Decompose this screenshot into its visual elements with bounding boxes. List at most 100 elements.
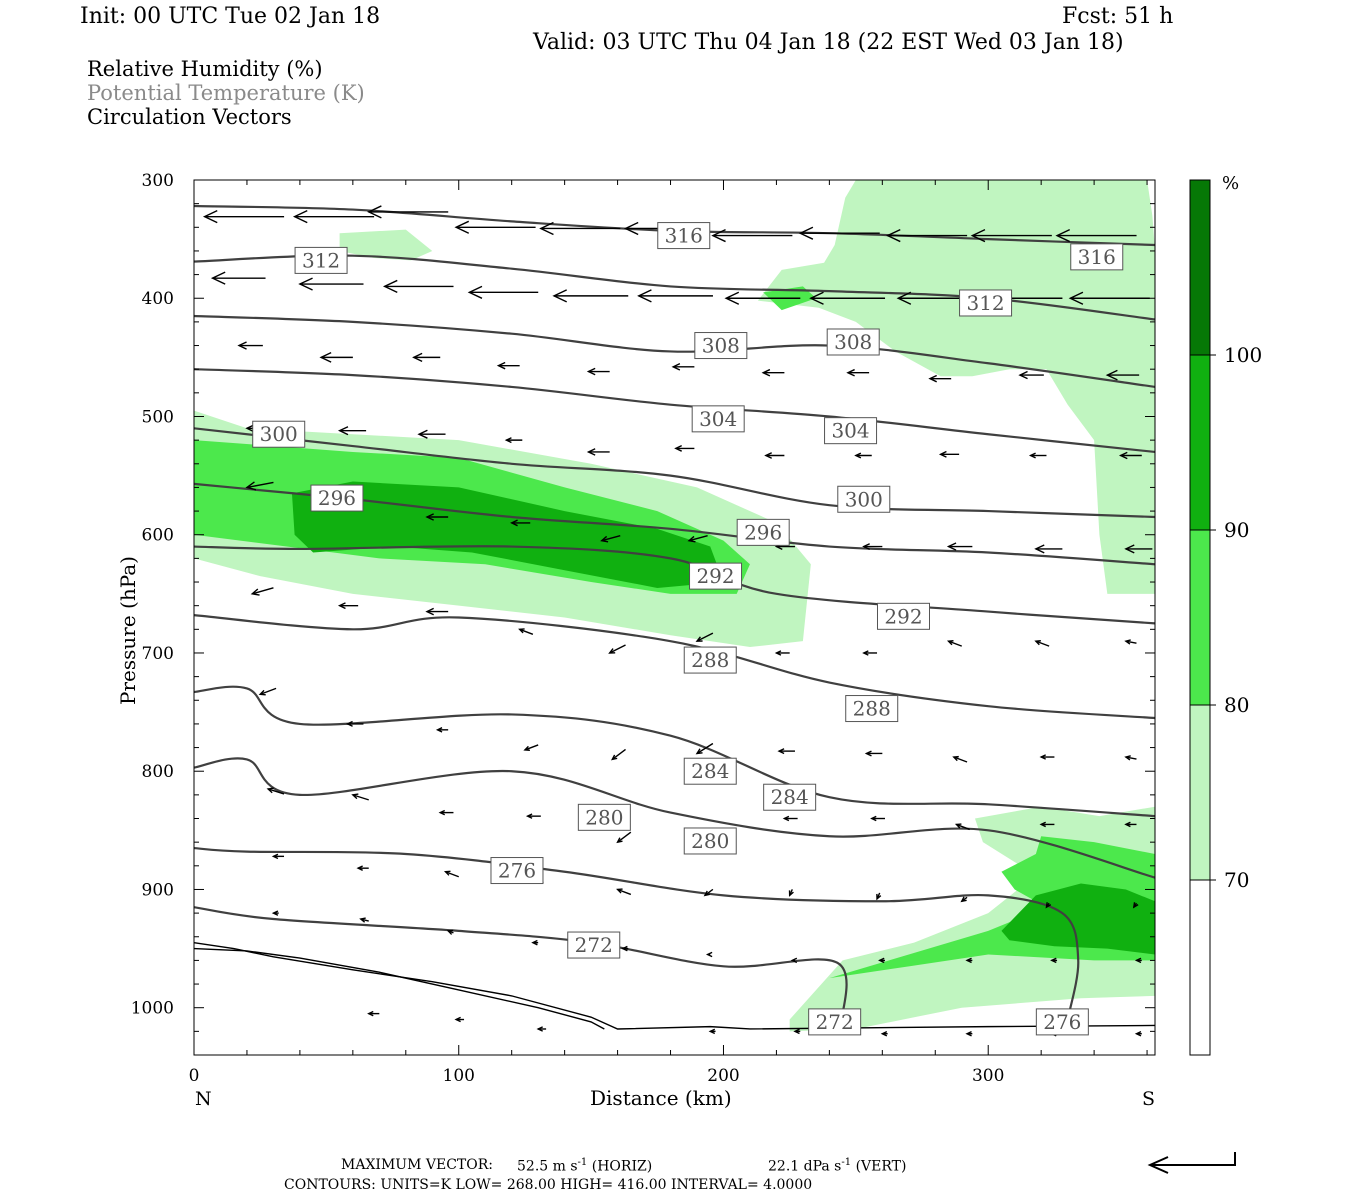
circulation-vector xyxy=(1134,957,1142,964)
legend-relative-humidity: Relative Humidity (%) xyxy=(87,57,323,81)
circulation-vector xyxy=(687,534,708,543)
contour-label-text: 288 xyxy=(853,697,891,721)
contour-label: 292 xyxy=(876,602,930,630)
circulation-vector xyxy=(356,865,369,871)
contour-label-text: 280 xyxy=(691,829,729,853)
theta-contour-272 xyxy=(194,906,848,1030)
contour-label-layer: 316 316 312 312 308 308 304 304 300 300 296 296 292 2… xyxy=(252,222,1124,1036)
vertical-tag: (VERT) xyxy=(855,1158,907,1175)
contour-label: 304 xyxy=(691,405,745,433)
circulation-vector xyxy=(1124,821,1137,828)
circulation-vector xyxy=(724,291,801,305)
circulation-vector xyxy=(695,632,714,642)
contour-label: 292 xyxy=(689,562,743,590)
circulation-vector xyxy=(637,289,713,303)
contour-label: 272 xyxy=(808,1008,862,1036)
circulation-vector xyxy=(954,823,970,831)
legend-circulation-vectors: Circulation Vectors xyxy=(87,105,292,129)
circulation-vector xyxy=(952,755,968,763)
circulation-vector xyxy=(846,368,870,377)
circulation-vector xyxy=(250,587,274,596)
circulation-vector xyxy=(761,368,785,377)
humidity-region-70 xyxy=(339,229,433,261)
colorbar-level-label: 80 xyxy=(1224,693,1249,717)
x-tick-label: 300 xyxy=(972,1066,1004,1086)
max-vector-horizontal-value: 52.5 m s xyxy=(517,1158,578,1175)
circulation-vector xyxy=(443,870,459,878)
circulation-vector xyxy=(531,939,539,946)
contour-label-text: 292 xyxy=(696,564,734,588)
circulation-vector xyxy=(552,289,629,303)
circulation-vector xyxy=(1045,902,1052,909)
circulation-vector xyxy=(1124,755,1137,761)
circulation-vector xyxy=(496,361,520,370)
circulation-vector xyxy=(586,448,610,456)
contour-label-text: 304 xyxy=(831,419,869,443)
contour-label-text: 284 xyxy=(771,785,809,809)
contour-label-text: 316 xyxy=(1078,245,1116,269)
contour-label-text: 284 xyxy=(691,759,729,783)
circulation-vector xyxy=(202,210,285,224)
horizontal-tag: (HORIZ) xyxy=(591,1158,653,1175)
y-tick-label: 1000 xyxy=(131,999,174,1019)
circulation-vector xyxy=(970,228,1052,243)
colorbar-swatch xyxy=(1190,705,1210,880)
contour-label-text: 312 xyxy=(966,291,1004,315)
circulation-vector xyxy=(523,744,539,752)
terrain-line xyxy=(194,941,1155,1030)
circulation-vector xyxy=(337,602,359,610)
terrain-line xyxy=(194,947,605,1030)
circulation-vector xyxy=(446,929,454,935)
y-axis-label: Pressure (hPa) xyxy=(116,556,140,705)
circulation-vector xyxy=(608,644,626,654)
circulation-vector xyxy=(960,896,968,903)
contour-label: 312 xyxy=(959,289,1013,317)
contour-label-text: 280 xyxy=(585,805,623,829)
contour-label-text: 308 xyxy=(834,330,872,354)
circulation-vector xyxy=(510,519,531,527)
legend-potential-temperature: Potential Temperature (K) xyxy=(87,81,365,105)
circulation-vector xyxy=(788,889,794,897)
circulation-vector xyxy=(782,815,798,822)
circulation-vector xyxy=(425,607,449,616)
colorbar-swatch xyxy=(1190,880,1210,1055)
reference-vector-icon xyxy=(1147,1152,1236,1174)
circulation-vector xyxy=(525,813,541,819)
horizontal-unit-exponent: -1 xyxy=(577,1157,588,1168)
circulation-vector xyxy=(1018,370,1044,380)
x-tick-label: 200 xyxy=(707,1066,739,1086)
contour-label-text: 300 xyxy=(260,422,298,446)
contour-label: 284 xyxy=(763,783,817,811)
circulation-vector xyxy=(777,748,795,755)
circulation-vector xyxy=(258,687,277,696)
circulation-vector xyxy=(504,437,523,444)
contour-label-text: 296 xyxy=(744,520,782,544)
circulation-vector xyxy=(965,1030,973,1037)
max-vector-vertical-value: 22.1 dPa s xyxy=(768,1158,842,1175)
contour-label-text: 276 xyxy=(498,859,536,883)
colorbar-swatch xyxy=(1190,180,1210,355)
circulation-vector xyxy=(878,957,885,964)
circulation-vector xyxy=(938,450,960,458)
valid-time: Valid: 03 UTC Thu 04 Jan 18 (22 EST Wed … xyxy=(533,30,1124,55)
humidity-region-70 xyxy=(757,180,1155,594)
circulation-vector xyxy=(616,831,632,844)
circulation-vector xyxy=(876,892,882,901)
contour-label: 280 xyxy=(683,827,737,855)
circulation-vector xyxy=(1039,754,1055,760)
x-tick-label: 100 xyxy=(443,1066,475,1086)
circulation-vector xyxy=(210,271,266,285)
circulation-vector xyxy=(965,957,973,964)
x-axis-left-end-label: N xyxy=(195,1088,212,1110)
circulation-vector xyxy=(1055,228,1137,243)
contour-label-text: 308 xyxy=(702,334,740,358)
vertical-unit-exponent: -1 xyxy=(841,1157,852,1168)
colorbar: 100 90 80 70 xyxy=(1189,179,1262,1056)
contour-label: 276 xyxy=(490,857,544,885)
contour-label: 308 xyxy=(826,328,880,356)
circulation-vector xyxy=(610,748,626,761)
y-tick-label: 800 xyxy=(142,762,174,782)
contour-label: 296 xyxy=(736,518,790,546)
circulation-vector xyxy=(864,750,883,757)
